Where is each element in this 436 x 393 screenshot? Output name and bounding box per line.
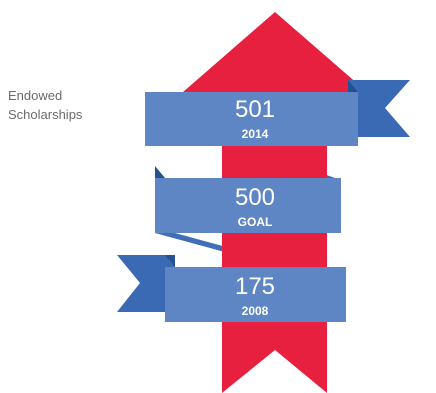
banner-2014-caption: 2014 xyxy=(242,127,269,141)
side-label-line-2: Scholarships xyxy=(8,107,83,122)
banner-2014-face xyxy=(145,92,358,146)
endowed-scholarships-label: Endowed Scholarships xyxy=(8,86,128,124)
banner-2008-fold xyxy=(165,255,175,267)
banner-2014-fold xyxy=(348,80,358,92)
banner-2008-value: 175 xyxy=(235,273,275,300)
banner-2014-value: 501 xyxy=(235,96,275,123)
banner-2008-face xyxy=(165,267,346,322)
side-label-line-1: Endowed xyxy=(8,88,63,103)
banner-goal-fold xyxy=(155,166,165,178)
banner-goal-value: 500 xyxy=(235,184,275,211)
banner-goal-caption: GOAL xyxy=(238,215,273,229)
banner-2008-caption: 2008 xyxy=(242,304,269,318)
banner-goal: 500 GOAL xyxy=(155,166,341,233)
banner-2008: 175 2008 xyxy=(117,255,346,322)
banner-goal-face xyxy=(155,178,341,233)
banner-2014: 501 2014 xyxy=(145,80,410,146)
banner-2014-tail-right xyxy=(348,80,410,137)
banner-2008-tail-left xyxy=(117,255,175,312)
